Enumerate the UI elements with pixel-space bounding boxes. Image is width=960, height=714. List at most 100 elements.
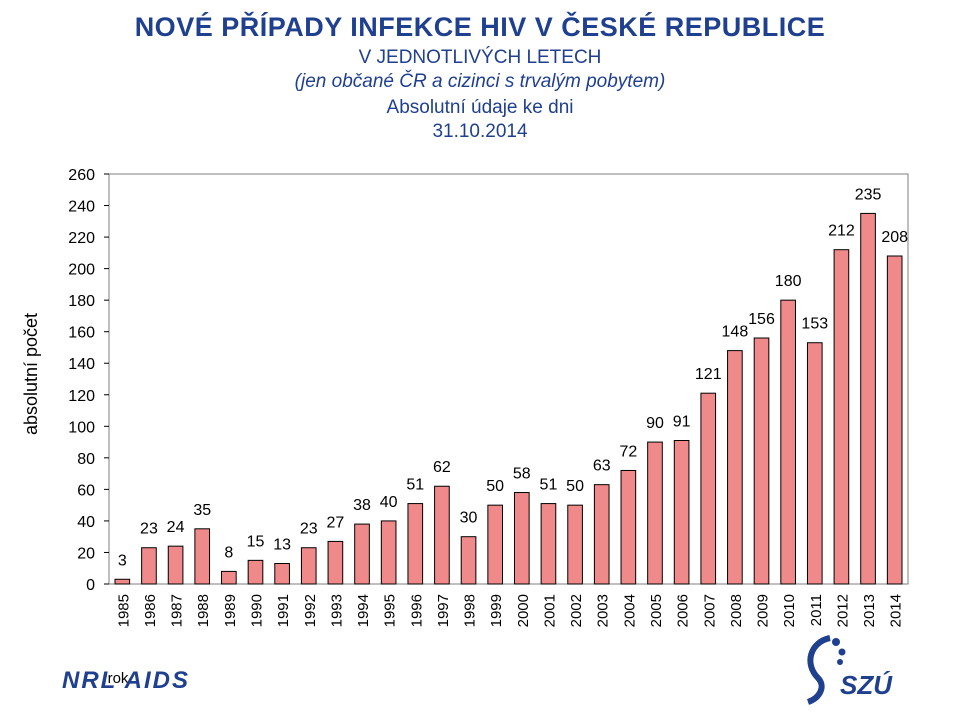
- x-tick-label: 2007: [701, 594, 718, 627]
- x-axis-label: rok: [108, 670, 129, 687]
- bar-1985: [114, 578, 131, 585]
- data-label-2008: 148: [722, 324, 749, 341]
- x-tick-label: 1997: [435, 594, 452, 627]
- y-tick-label: 200: [68, 262, 95, 279]
- data-label-2013: 235: [855, 186, 882, 203]
- bar-1986: [141, 547, 157, 585]
- bar-1991: [274, 563, 290, 585]
- x-tick-label: 1987: [169, 594, 186, 627]
- chart-subtitle: V JEDNOTLIVÝCH LETECH: [358, 47, 602, 68]
- x-tick-label: 1995: [382, 594, 399, 627]
- x-tick-label: 2009: [755, 594, 772, 627]
- data-label-2002: 50: [566, 478, 584, 495]
- data-label-1993: 27: [326, 514, 344, 531]
- bar-1988: [194, 528, 211, 585]
- data-label-1989: 8: [224, 544, 233, 561]
- x-tick-label: 1996: [408, 594, 425, 627]
- data-label-2007: 121: [695, 366, 722, 383]
- x-tick-label: 1993: [328, 594, 345, 627]
- bar-1992: [300, 547, 317, 585]
- chart-subtitle-absolute: Absolutní údaje ke dni: [386, 97, 574, 118]
- x-tick-label: 2002: [568, 594, 585, 627]
- szu-logo-text: SZÚ: [840, 670, 893, 700]
- x-tick-label: 2014: [888, 594, 905, 627]
- data-label-2009: 156: [748, 311, 775, 328]
- bar-2010: [780, 299, 796, 585]
- y-tick-label: 80: [77, 451, 95, 468]
- data-label-2000: 58: [513, 466, 531, 483]
- y-tick-label: 180: [68, 293, 95, 310]
- y-tick-label: 240: [68, 199, 95, 216]
- data-label-2011: 153: [801, 316, 828, 333]
- bar-2003: [593, 484, 610, 585]
- y-tick-label: 140: [68, 356, 95, 373]
- bar-2001: [540, 503, 557, 585]
- bar-2012: [833, 249, 850, 585]
- x-tick-label: 2013: [861, 594, 878, 627]
- x-tick-label: 1994: [355, 594, 372, 627]
- bar-1994: [354, 523, 370, 585]
- chart-subtitle-note: (jen občané ČR a cizinci s trvalým pobyt…: [294, 71, 666, 92]
- x-tick-label: 2000: [515, 594, 532, 627]
- x-tick-label: 2003: [595, 594, 612, 627]
- y-tick-label: 20: [77, 545, 95, 562]
- x-tick-label: 2004: [621, 594, 638, 627]
- bar-1999: [487, 504, 504, 585]
- data-label-2003: 63: [593, 458, 611, 475]
- x-tick-label: 2005: [648, 594, 665, 627]
- data-label-1985: 3: [118, 552, 127, 569]
- data-label-1995: 40: [380, 494, 398, 511]
- data-label-2006: 91: [673, 414, 691, 431]
- bar-2014: [886, 255, 903, 585]
- x-tick-label: 2006: [675, 594, 692, 627]
- data-label-1987: 24: [167, 519, 185, 536]
- bar-2007: [700, 392, 717, 585]
- bar-1996: [407, 503, 424, 585]
- data-label-2012: 212: [828, 223, 855, 240]
- data-label-2005: 90: [646, 415, 664, 432]
- data-label-1998: 30: [460, 510, 478, 527]
- bar-1997: [434, 485, 450, 585]
- x-tick-label: 1985: [115, 594, 132, 627]
- x-tick-label: 1988: [195, 594, 212, 627]
- data-label-1988: 35: [193, 502, 211, 519]
- data-label-1996: 51: [406, 477, 424, 494]
- x-tick-label: 1999: [488, 594, 505, 627]
- bar-1989: [221, 570, 237, 585]
- bar-2002: [567, 504, 583, 585]
- bar-2009: [753, 337, 770, 585]
- data-label-2001: 51: [540, 477, 558, 494]
- y-axis-label: absolutní počet: [21, 313, 41, 435]
- data-label-1994: 38: [353, 497, 371, 514]
- data-label-2010: 180: [775, 273, 802, 290]
- x-tick-label: 1992: [302, 594, 319, 627]
- bar-2006: [673, 440, 690, 585]
- bar-2000: [513, 492, 530, 585]
- data-label-1991: 13: [273, 537, 291, 554]
- bar-1987: [167, 545, 184, 585]
- y-tick-label: 60: [77, 482, 95, 499]
- szu-logo: SZÚ: [806, 635, 893, 705]
- bar-1998: [460, 536, 477, 585]
- x-tick-label: 1989: [222, 594, 239, 627]
- bar-2005: [647, 441, 663, 585]
- x-tick-label: 2008: [728, 594, 745, 627]
- x-tick-label: 2010: [781, 594, 798, 627]
- y-tick-label: 260: [68, 167, 95, 184]
- bar-2013: [860, 212, 876, 585]
- x-tick-label: 2012: [834, 594, 851, 627]
- bar-1993: [327, 540, 344, 585]
- data-label-1992: 23: [300, 521, 318, 538]
- chart-title: NOVÉ PŘÍPADY INFEKCE HIV V ČESKÉ REPUBLI…: [134, 12, 826, 42]
- data-label-2004: 72: [619, 443, 637, 460]
- y-tick-label: 220: [68, 230, 95, 247]
- y-tick-label: 0: [86, 577, 95, 594]
- y-tick-label: 160: [68, 325, 95, 342]
- data-label-1999: 50: [486, 478, 504, 495]
- bar-1995: [380, 520, 397, 585]
- x-tick-label: 1990: [248, 594, 265, 627]
- bar-1990: [247, 559, 264, 585]
- x-tick-label: 2001: [541, 594, 558, 627]
- y-tick-label: 120: [68, 388, 95, 405]
- bar-2004: [620, 469, 637, 585]
